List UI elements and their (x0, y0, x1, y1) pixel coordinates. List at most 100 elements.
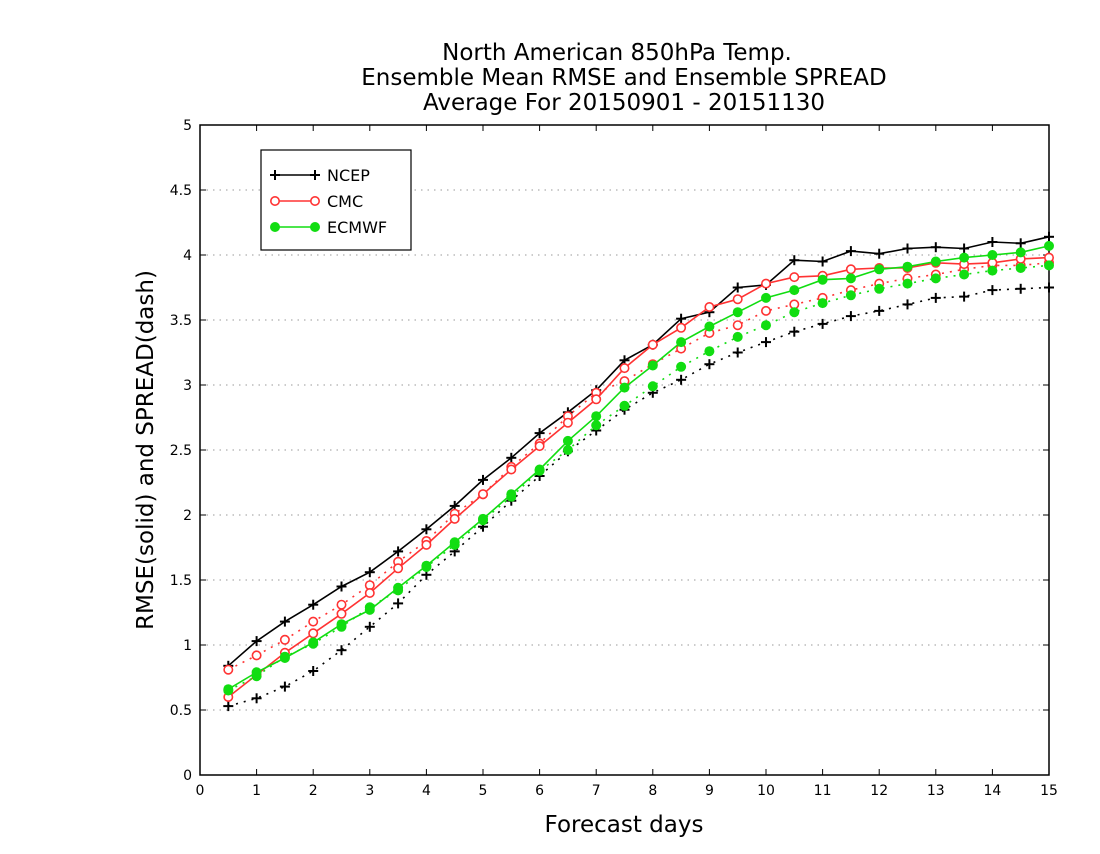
x-axis-ticks: 0 1 2 3 4 5 6 7 8 9 10 11 12 13 14 15 (196, 125, 1058, 799)
legend-label-cmc: CMC (327, 192, 363, 211)
y-tick-label: 4 (183, 248, 192, 264)
ncep-rmse-point (845, 246, 856, 257)
ecmwf-rmse-point (421, 560, 432, 571)
ncep-spread-point (987, 285, 998, 296)
x-tick-label: 8 (648, 783, 657, 799)
x-tick-label: 5 (479, 783, 488, 799)
ecmwf-spread-point (1044, 260, 1054, 271)
title-line-2: Ensemble Mean RMSE and Ensemble SPREAD (361, 65, 886, 91)
ncep-rmse-point (506, 452, 517, 463)
cmc-rmse-point (534, 441, 545, 452)
x-tick-label: 13 (927, 783, 945, 799)
ecmwf-rmse-point (704, 321, 715, 332)
x-tick-label: 2 (309, 783, 318, 799)
ncep-spread-point (223, 701, 234, 712)
ecmwf-spread-point (619, 400, 630, 411)
x-tick-label: 0 (196, 783, 205, 799)
ecmwf-rmse-point (732, 307, 743, 318)
ecmwf-spread-point (930, 273, 941, 284)
chart-title: North American 850hPa Temp. Ensemble Mea… (361, 40, 886, 116)
ecmwf-spread-point (704, 346, 715, 357)
ecmwf-spread-point (761, 320, 771, 331)
cmc-rmse-point (308, 628, 319, 639)
y-tick-label: 0.5 (170, 703, 192, 719)
cmc-rmse-line (227, 256, 1050, 698)
ecmwf-rmse-point (251, 667, 262, 678)
ncep-rmse-point (478, 474, 488, 485)
ncep-spread-point (845, 311, 856, 322)
ecmwf-spread-point (817, 298, 828, 309)
legend-label-ecmwf: ECMWF (327, 218, 387, 237)
ecmwf-rmse-point (1015, 247, 1026, 258)
y-axis-label: RMSE(solid) and SPREAD(dash) (133, 270, 159, 630)
ncep-spread-point (251, 693, 262, 704)
ncep-spread-point (930, 292, 941, 303)
ecmwf-rmse-point (308, 637, 319, 648)
ecmwf-rmse-point (902, 261, 913, 272)
x-tick-label: 14 (983, 783, 1001, 799)
ecmwf-rmse-point (676, 337, 687, 348)
grid-lines (200, 189, 1049, 711)
title-line-1: North American 850hPa Temp. (442, 40, 792, 66)
cmc-rmse-point (845, 264, 856, 275)
ecmwf-rmse-point (845, 273, 856, 284)
ncep-spread-point (874, 305, 885, 316)
ecmwf-spread-point (902, 278, 913, 289)
ncep-rmse-line (227, 236, 1050, 667)
cmc-rmse-point (619, 363, 630, 374)
ncep-rmse-point (1044, 231, 1054, 242)
ecmwf-spread-line (227, 264, 1050, 692)
title-line-3: Average For 20150901 - 20151130 (423, 90, 825, 116)
ncep-rmse-point (393, 546, 404, 557)
ecmwf-spread-point (874, 283, 885, 294)
cmc-rmse-point (676, 322, 687, 333)
ncep-rmse-point (251, 636, 262, 647)
cmc-rmse-point (732, 294, 743, 305)
ecmwf-rmse-point (478, 513, 488, 524)
cmc-spread-point (760, 305, 771, 316)
cmc-rmse-point (506, 464, 517, 475)
ecmwf-rmse-point (364, 604, 375, 615)
y-tick-label: 1 (183, 638, 192, 654)
cmc-spread-point (251, 650, 262, 661)
ecmwf-rmse-point (449, 537, 460, 548)
ecmwf-rmse-point (789, 285, 800, 296)
ncep-rmse-point (902, 243, 913, 254)
cmc-spread-point (223, 664, 234, 675)
ncep-spread-point (704, 359, 715, 370)
y-tick-label: 5 (183, 118, 192, 134)
x-tick-label: 11 (814, 783, 832, 799)
ecmwf-rmse-point (874, 264, 885, 275)
ecmwf-spread-point (789, 307, 800, 318)
y-tick-label: 2.5 (170, 443, 192, 459)
ncep-spread-point (676, 374, 687, 385)
cmc-rmse-point (393, 563, 404, 574)
ecmwf-spread-point (845, 290, 856, 301)
cmc-spread-point (732, 320, 743, 331)
cmc-spread-point (279, 634, 290, 645)
cmc-rmse-point (336, 608, 347, 619)
y-tick-label: 0 (183, 768, 192, 784)
ncep-spread-point (393, 598, 404, 609)
y-axis-ticks: 0 0.5 1 1.5 2 2.5 3 3.5 4 4.5 5 (170, 118, 1049, 784)
cmc-rmse-point (647, 339, 658, 350)
ncep-spread-point (761, 337, 771, 348)
cmc-rmse-point (760, 278, 771, 289)
ncep-spread-point (308, 666, 319, 676)
ncep-spread-point (364, 621, 375, 632)
ecmwf-rmse-point (336, 619, 347, 630)
ecmwf-rmse-point (591, 411, 602, 422)
ecmwf-spread-point (562, 445, 573, 455)
x-tick-label: 3 (365, 783, 374, 799)
y-tick-label: 1.5 (170, 573, 192, 589)
ecmwf-spread-point (647, 381, 658, 392)
ecmwf-rmse-point (279, 653, 290, 663)
cmc-spread-point (336, 599, 347, 610)
ecmwf-rmse-point (223, 684, 234, 695)
legend: NCEP CMC ECMWF (260, 149, 412, 251)
ncep-spread-point (279, 681, 290, 692)
ncep-spread-point (336, 645, 347, 656)
cmc-rmse-point (704, 301, 715, 312)
